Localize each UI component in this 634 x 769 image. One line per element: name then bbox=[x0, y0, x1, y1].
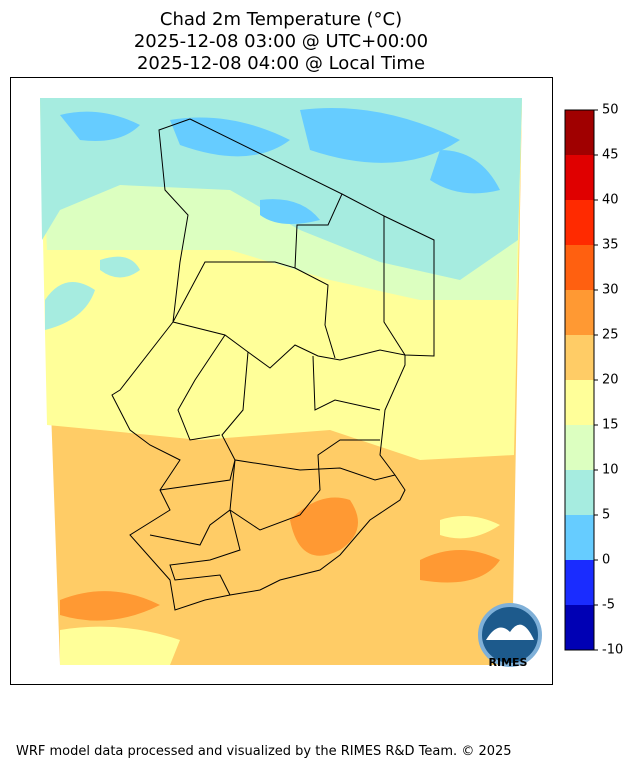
tick-label: 50 bbox=[602, 103, 619, 118]
title-line: Chad 2m Temperature (°C) bbox=[160, 9, 402, 30]
title-line: 2025-12-08 03:00 @ UTC+00:00 bbox=[134, 31, 428, 52]
colorbar-box bbox=[565, 605, 594, 650]
tick-label: 10 bbox=[602, 463, 619, 478]
tick-label: -10 bbox=[602, 643, 623, 658]
tick-label: 20 bbox=[602, 373, 619, 388]
tick-label: 0 bbox=[602, 553, 610, 568]
colorbar-box bbox=[565, 425, 594, 470]
colorbar-box bbox=[565, 515, 594, 560]
colorbar-box bbox=[565, 245, 594, 290]
logo: RIMES bbox=[478, 603, 542, 669]
tick-label: 30 bbox=[602, 283, 619, 298]
colorbar-box bbox=[565, 560, 594, 605]
tick-label: 25 bbox=[602, 328, 619, 343]
map bbox=[40, 98, 522, 665]
tick-label: 15 bbox=[602, 418, 619, 433]
tick-label: 5 bbox=[602, 508, 610, 523]
map-frame bbox=[10, 77, 553, 685]
colorbar-box bbox=[565, 290, 594, 335]
footer: WRF model data processed and visualized … bbox=[16, 744, 512, 759]
tick-label: 40 bbox=[602, 193, 619, 208]
tick-label: -5 bbox=[602, 598, 615, 613]
colorbar-box bbox=[565, 335, 594, 380]
colorbar-box bbox=[565, 110, 594, 155]
colorbar-box bbox=[565, 200, 594, 245]
colorbar-box bbox=[565, 155, 594, 200]
colorbar-box bbox=[565, 380, 594, 425]
colorbar-box bbox=[565, 470, 594, 515]
tick-label: 35 bbox=[602, 238, 619, 253]
tick-label: 45 bbox=[602, 148, 619, 163]
title-line: 2025-12-08 04:00 @ Local Time bbox=[137, 53, 425, 74]
colorbar: -10 -5 0 5 10 15 20 25 30 35 40 45 50 bbox=[564, 103, 623, 658]
logo-text: RIMES bbox=[489, 656, 528, 669]
